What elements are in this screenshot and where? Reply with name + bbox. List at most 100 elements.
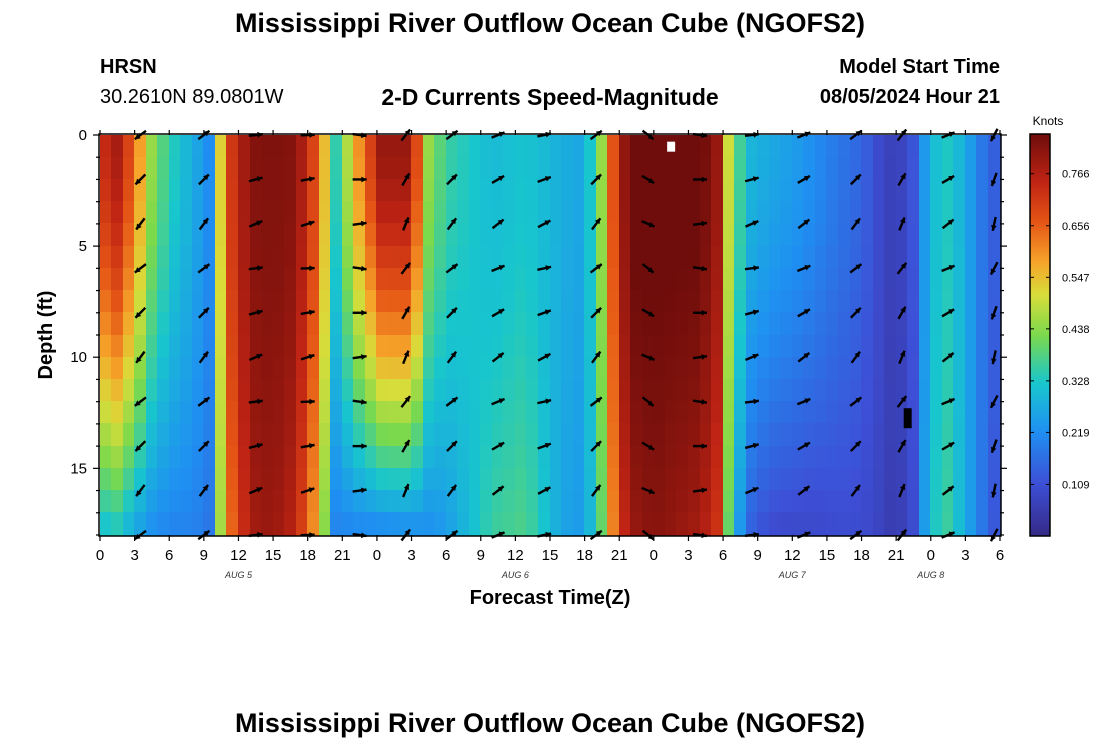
heat-cell <box>330 135 344 159</box>
heat-cell <box>192 357 205 381</box>
heat-cell <box>226 179 240 203</box>
heat-cell <box>550 335 563 359</box>
heat-cell <box>180 446 194 470</box>
heat-cell <box>342 468 355 492</box>
current-vector <box>491 264 506 273</box>
heat-cell <box>203 490 217 514</box>
heat-cell <box>561 223 575 248</box>
heat-cell <box>815 490 828 514</box>
heat-cell <box>157 379 171 403</box>
heat-cell <box>723 423 736 448</box>
heat-cell <box>319 201 332 225</box>
heat-cell <box>123 135 136 159</box>
heat-cell <box>330 423 344 448</box>
heat-cell <box>388 312 401 336</box>
heat-cell <box>919 401 932 425</box>
heat-cell <box>653 357 667 381</box>
heat-cell <box>653 201 667 225</box>
heat-cell <box>319 379 332 403</box>
heat-cell <box>319 512 332 536</box>
heat-cell <box>769 268 782 292</box>
heat-cell <box>376 201 390 225</box>
heat-cell <box>803 512 817 536</box>
heat-cell <box>469 446 482 470</box>
heat-cell <box>296 490 309 514</box>
heat-cell <box>769 512 782 536</box>
heat-cell <box>446 357 459 381</box>
heat-cell <box>746 179 759 203</box>
heat-cell <box>342 423 355 448</box>
heat-cell <box>630 335 644 359</box>
current-vector <box>135 217 146 231</box>
current-vector <box>797 485 811 496</box>
heat-cell <box>561 512 575 536</box>
heat-cell <box>400 423 413 448</box>
current-vector <box>693 309 707 316</box>
heat-cell <box>365 246 378 270</box>
heat-cell <box>284 179 298 203</box>
heat-cell <box>884 423 898 448</box>
heat-cell <box>342 357 355 381</box>
heat-cell <box>919 335 932 359</box>
heat-cell <box>792 223 805 248</box>
heat-cell <box>953 268 967 292</box>
heat-cell <box>261 357 275 381</box>
heat-cell <box>353 246 367 270</box>
heat-cell <box>146 290 159 314</box>
heat-cell <box>734 335 748 359</box>
current-vector <box>402 350 410 365</box>
heat-cell <box>838 179 851 203</box>
heat-cell <box>642 512 655 536</box>
heat-cell <box>423 268 436 292</box>
heat-cell <box>723 135 736 159</box>
heat-cell <box>734 179 748 203</box>
heat-cell <box>538 423 551 448</box>
heat-cell <box>584 157 598 181</box>
heat-cell <box>873 201 886 225</box>
current-vector <box>491 397 506 406</box>
heat-cell <box>607 135 621 159</box>
heat-cell <box>203 446 217 470</box>
heat-cell <box>711 468 725 492</box>
heat-cell <box>550 357 563 381</box>
heat-cell <box>284 335 298 359</box>
heat-cell <box>469 401 482 425</box>
heat-cell <box>434 379 448 403</box>
heat-cell <box>965 423 978 448</box>
heat-cell <box>734 357 748 381</box>
heat-cell <box>503 379 517 403</box>
heat-cell <box>503 357 517 381</box>
heat-cell <box>215 135 228 159</box>
x-tick-label: 12 <box>230 547 247 564</box>
current-vector <box>896 395 908 408</box>
heat-cell <box>146 379 159 403</box>
heat-cell <box>953 357 967 381</box>
heat-cell <box>307 201 321 225</box>
heat-cell <box>434 335 448 359</box>
heat-cell <box>838 135 851 159</box>
heat-cell <box>619 246 632 270</box>
current-vector <box>941 174 955 184</box>
heat-cell <box>976 446 990 470</box>
heat-cell <box>273 179 286 203</box>
heat-cell <box>953 335 967 359</box>
heat-cell <box>192 401 205 425</box>
heat-cell <box>884 268 898 292</box>
heat-cell <box>111 223 125 248</box>
heat-cell <box>296 290 309 314</box>
x-tick-label: 3 <box>407 547 415 564</box>
current-vector <box>797 351 811 363</box>
heat-cell <box>157 290 171 314</box>
heat-cell <box>492 179 505 203</box>
current-vector <box>134 440 147 452</box>
heat-cell <box>319 335 332 359</box>
current-vector <box>641 441 655 451</box>
heat-cell <box>192 512 205 536</box>
heat-cell <box>215 446 228 470</box>
current-vector <box>445 396 459 407</box>
heat-cell <box>226 401 240 425</box>
heat-cell <box>503 490 517 514</box>
heat-cell <box>734 423 748 448</box>
heat-cell <box>434 401 448 425</box>
heat-cell <box>503 423 517 448</box>
